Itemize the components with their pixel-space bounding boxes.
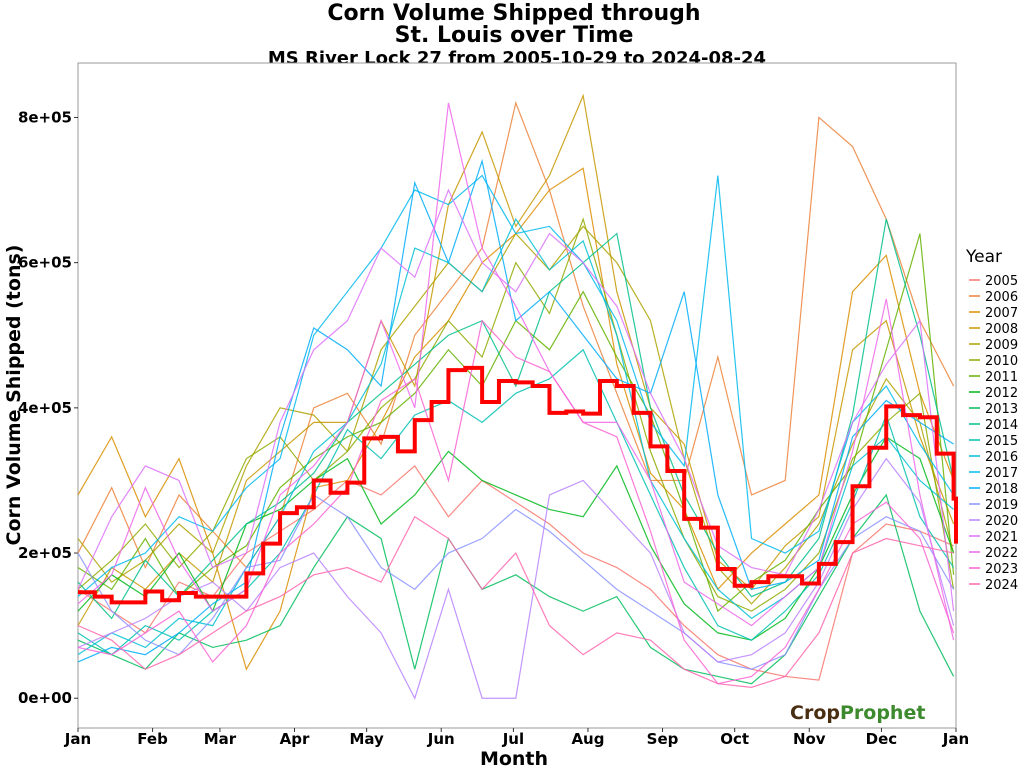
chart-title-line2: St. Louis over Time bbox=[395, 23, 634, 48]
y-tick-label: 8e+05 bbox=[18, 108, 72, 126]
series-line-2020 bbox=[77, 457, 955, 700]
legend-title: Year bbox=[965, 247, 1002, 267]
legend-label-2008: 2008 bbox=[985, 322, 1018, 337]
series-line-2022 bbox=[77, 102, 955, 641]
series-line-2024 bbox=[77, 515, 954, 688]
y-tick-label: 2e+05 bbox=[18, 544, 72, 562]
legend-label-2022: 2022 bbox=[985, 546, 1018, 561]
legend-label-2021: 2021 bbox=[985, 530, 1018, 545]
series-line-2006 bbox=[77, 100, 955, 570]
legend-label-2020: 2020 bbox=[985, 514, 1018, 529]
legend-label-2014: 2014 bbox=[985, 418, 1018, 433]
x-tick-label: Feb bbox=[137, 730, 168, 748]
legend-label-2011: 2011 bbox=[985, 370, 1018, 385]
x-tick-label: May bbox=[349, 730, 384, 748]
y-tick-label: 0e+00 bbox=[18, 689, 72, 707]
series-line-2010 bbox=[77, 217, 955, 612]
x-tick-label: Jan bbox=[942, 730, 969, 748]
legend-label-2016: 2016 bbox=[985, 450, 1018, 465]
legend: Year 20052006200720082009201020112012201… bbox=[965, 247, 1018, 593]
legend-label-2007: 2007 bbox=[985, 306, 1018, 321]
legend-label-2018: 2018 bbox=[985, 482, 1018, 497]
x-tick-label: Apr bbox=[280, 730, 310, 748]
x-tick-label: Jul bbox=[502, 730, 524, 748]
series-line-2014 bbox=[77, 218, 955, 620]
legend-label-2023: 2023 bbox=[985, 562, 1018, 577]
legend-label-2013: 2013 bbox=[985, 402, 1018, 417]
x-tick-label: Dec bbox=[866, 730, 898, 748]
x-tick-label: Nov bbox=[793, 730, 826, 748]
x-tick-label: Oct bbox=[720, 730, 749, 748]
legend-label-2006: 2006 bbox=[985, 290, 1018, 305]
series-line-2021 bbox=[77, 188, 955, 612]
legend-label-2009: 2009 bbox=[985, 338, 1018, 353]
series-line-2019 bbox=[77, 494, 955, 670]
y-tick-label: 4e+05 bbox=[18, 399, 72, 417]
x-tick-label: Aug bbox=[571, 730, 604, 748]
legend-label-2019: 2019 bbox=[985, 498, 1018, 513]
chart-title-line1: Corn Volume Shipped through bbox=[327, 1, 700, 26]
cropprophet-logo: CropProphet bbox=[790, 702, 925, 724]
x-tick-label: Sep bbox=[647, 730, 679, 748]
x-tick-label: Mar bbox=[204, 730, 237, 748]
legend-label-2012: 2012 bbox=[985, 386, 1018, 401]
plot-panel bbox=[77, 62, 957, 729]
legend-label-2015: 2015 bbox=[985, 434, 1018, 449]
legend-label-2010: 2010 bbox=[985, 354, 1018, 369]
x-tick-label: Jan bbox=[64, 730, 91, 748]
legend-label-2017: 2017 bbox=[985, 466, 1018, 481]
legend-label-2024: 2024 bbox=[985, 578, 1018, 593]
legend-label-2005: 2005 bbox=[985, 274, 1018, 289]
series-line-2017 bbox=[77, 174, 955, 598]
y-axis-label: Corn Volume Shipped (tons) bbox=[3, 245, 25, 546]
logo-crop: CropProphet bbox=[790, 702, 925, 724]
weekly-median-step-line bbox=[78, 365, 958, 605]
y-tick-label: 6e+05 bbox=[18, 254, 72, 272]
x-axis-label: Month bbox=[480, 748, 548, 768]
x-tick-label: Jun bbox=[427, 730, 455, 748]
series-line-2023 bbox=[77, 319, 955, 685]
series-line-2013 bbox=[77, 493, 955, 685]
